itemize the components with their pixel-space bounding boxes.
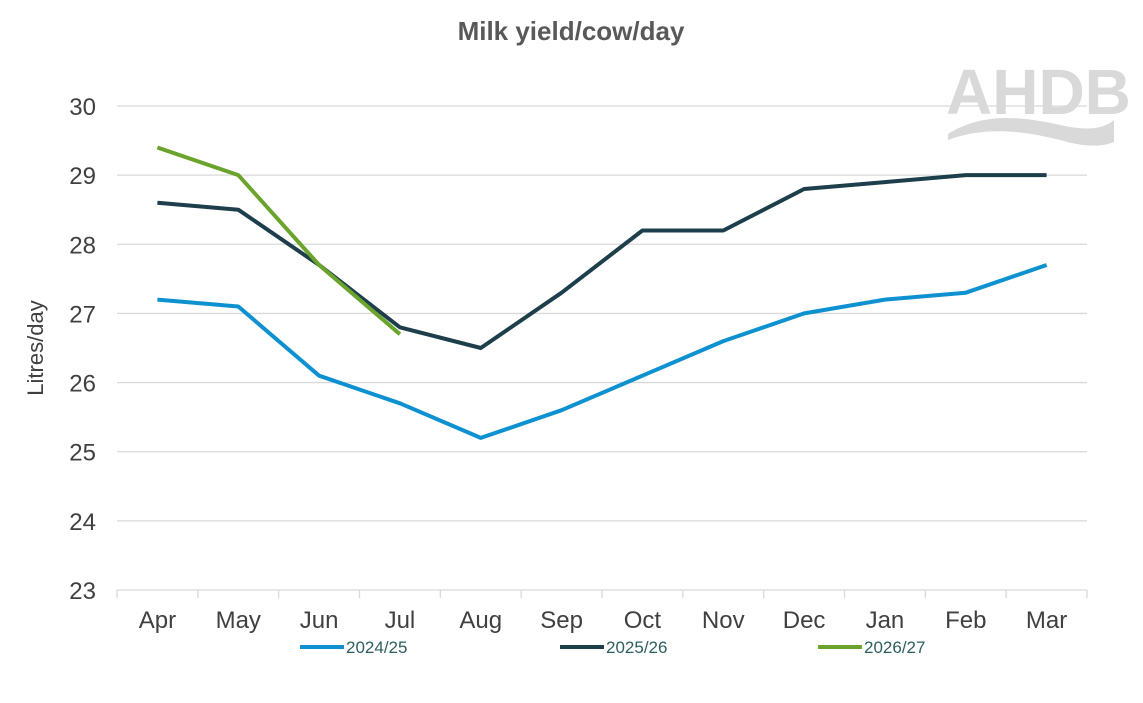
x-tick-label: Sep (540, 607, 583, 634)
legend-label: 2024/25 (346, 638, 407, 657)
y-tick-label: 25 (69, 440, 96, 467)
x-axis: Apr May Jun Jul Aug Sep Oct Nov Dec Jan Feb Mar (116, 589, 1088, 634)
y-tick-label: 28 (69, 232, 96, 259)
ahdb-logo: AHDB (946, 56, 1131, 146)
series-line-2024-25 (157, 263, 1048, 440)
x-tick-label: Oct (624, 607, 662, 634)
y-tick-label: 24 (69, 509, 96, 536)
series-line-2025-26 (157, 173, 1047, 350)
x-tick-label: May (216, 607, 261, 634)
y-axis-label: Litres/day (23, 300, 48, 395)
x-tick-label: Jun (300, 607, 339, 634)
y-tick-label: 23 (69, 578, 96, 605)
x-tick-label: Jul (385, 607, 416, 634)
x-tick-label: Apr (139, 607, 176, 634)
y-tick-label: 30 (69, 94, 96, 121)
x-tick-label: Mar (1026, 607, 1067, 634)
legend-label: 2026/27 (864, 638, 925, 657)
y-tick-label: 26 (69, 371, 96, 398)
y-tick-label: 27 (69, 301, 96, 328)
x-tick-label: Dec (783, 607, 826, 634)
series-lines (156, 145, 1048, 440)
logo-wave (948, 118, 1114, 146)
gridlines (117, 105, 1087, 522)
legend: 2024/25 2025/26 2026/27 (300, 638, 925, 657)
series-line-2026-27 (156, 145, 402, 336)
chart-title: Milk yield/cow/day (458, 16, 685, 46)
legend-label: 2025/26 (606, 638, 667, 657)
logo-text: AHDB (946, 56, 1131, 128)
x-tick-label: Aug (459, 607, 502, 634)
y-axis-ticks: 23 24 25 26 27 28 29 30 (69, 94, 96, 605)
x-tick-label: Nov (702, 607, 745, 634)
y-tick-label: 29 (69, 163, 96, 190)
x-tick-label: Feb (945, 607, 986, 634)
x-tick-label: Jan (866, 607, 905, 634)
